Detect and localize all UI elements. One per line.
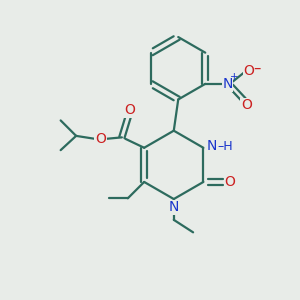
Text: O: O — [95, 132, 106, 146]
Text: N: N — [169, 200, 179, 214]
Text: –: – — [254, 61, 261, 76]
Text: N: N — [222, 77, 233, 91]
Text: –H: –H — [217, 140, 233, 153]
Text: O: O — [241, 98, 252, 112]
Text: O: O — [225, 175, 236, 189]
Text: +: + — [230, 72, 239, 82]
Text: O: O — [124, 103, 135, 117]
Text: O: O — [244, 64, 254, 78]
Text: N: N — [206, 139, 217, 153]
